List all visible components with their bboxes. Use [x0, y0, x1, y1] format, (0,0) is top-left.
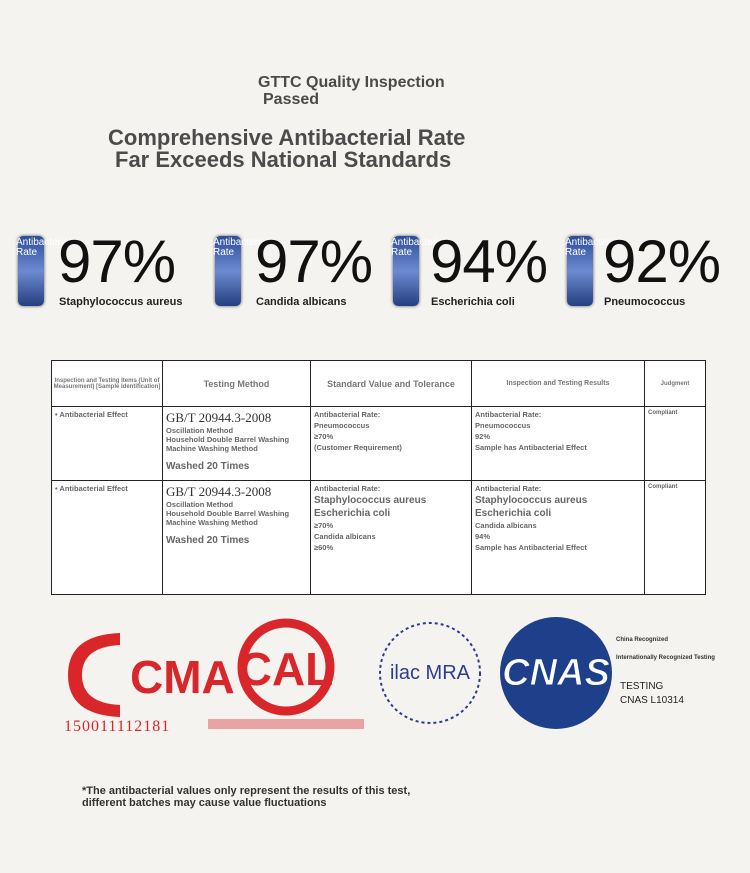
table-row: • Antibacterial Effect GB/T 20944.3-2008 O… — [51, 480, 706, 595]
judgment-cell: Compliant — [644, 480, 706, 595]
cnas-text: CNAS — [502, 652, 610, 694]
standard-cell: Antibacterial Rate: Pneumococcus ≥70% (Cust… — [310, 406, 472, 481]
table-header-cell: Testing Method — [162, 360, 311, 407]
standard-line: Candida albicans — [314, 532, 376, 541]
result-line: 92% — [475, 432, 491, 441]
cal-text: CAL — [239, 643, 334, 695]
result-line: 94% — [475, 532, 491, 541]
table-header-cell: Inspection and Testing Results — [471, 360, 645, 407]
cnas-note: China Recognized — [616, 637, 668, 643]
header: GTTC Quality Inspection Passed — [258, 74, 445, 108]
stat-percent: 94% — [430, 228, 548, 295]
cnas-logo: CNAS China Recognized Internationally Re… — [500, 617, 715, 729]
method-cell: GB/T 20944.3-2008 Oscillation Method House… — [162, 480, 311, 595]
result-line: Pneumococcus — [475, 421, 531, 430]
method-detail: Oscillation Method — [166, 500, 234, 509]
item-cell: • Antibacterial Effect — [51, 480, 163, 595]
result-line: Antibacterial Rate: — [475, 484, 542, 493]
standard-line: ≥70% — [314, 521, 334, 530]
table-header: Inspection and Testing Items (Unit of Me… — [51, 360, 706, 407]
stat-label: Escherichia coli — [431, 296, 515, 308]
method-washing: Household Double Barrel Washing Machine … — [166, 435, 290, 453]
stat-tag: Antibacterial Rate — [213, 237, 269, 258]
stat-tag: Antibacterial Rate — [391, 237, 447, 258]
standard-cell: Antibacterial Rate: Staphylococcus aureus… — [310, 480, 472, 595]
stat-tag: Antibacterial Rate — [565, 237, 621, 258]
header-title: GTTC Quality Inspection — [258, 74, 445, 91]
vial-icon — [567, 236, 593, 306]
standard-line: Antibacterial Rate: — [314, 410, 381, 419]
judgment-cell: Compliant — [644, 406, 706, 481]
stat-percent: 97% — [255, 228, 373, 295]
stat-label: Staphylococcus aureus — [59, 296, 183, 308]
result-cell: Antibacterial Rate: Staphylococcus aureus… — [471, 480, 645, 595]
stat-percent: 92% — [603, 228, 721, 295]
headline: Comprehensive Antibacterial Rate Far Exc… — [108, 127, 465, 171]
cnas-note: Internationally Recognized Testing — [616, 655, 715, 661]
standard-line: Pneumococcus — [314, 421, 370, 430]
cma-number: 150011112181 — [64, 718, 170, 735]
method-standard: GB/T 20944.3-2008 — [166, 410, 272, 425]
ilac-logo: ilac MRA — [379, 622, 481, 724]
result-line: Staphylococcus aureus — [475, 495, 588, 506]
method-times: Washed 20 Times — [166, 461, 250, 472]
standard-line: (Customer Requirement) — [314, 443, 402, 452]
method-detail: Oscillation Method — [166, 426, 234, 435]
cma-text: CMA — [130, 651, 235, 703]
cma-logo: CMA 150011112181 — [64, 633, 235, 735]
method-times: Washed 20 Times — [166, 535, 250, 546]
ilac-text: ilac MRA — [390, 662, 471, 684]
standard-line: ≥60% — [314, 543, 334, 552]
footnote: *The antibacterial values only represent… — [82, 785, 411, 809]
test-table: Inspection and Testing Items (Unit of Me… — [51, 360, 706, 595]
vial-icon — [215, 236, 241, 306]
standard-line: Escherichia coli — [314, 508, 391, 519]
cnas-code: CNAS L10314 — [620, 695, 684, 706]
table-header-cell: Inspection and Testing Items (Unit of Me… — [51, 360, 163, 407]
headline-line: Comprehensive Antibacterial Rate — [108, 125, 466, 150]
result-cell: Antibacterial Rate: Pneumococcus 92% Sample… — [471, 406, 645, 481]
table-row: • Antibacterial Effect GB/T 20944.3-2008 O… — [51, 406, 706, 481]
table-header-cell: Judgment — [644, 360, 706, 407]
result-line: Candida albicans — [475, 521, 537, 530]
standard-line: Staphylococcus aureus — [314, 495, 427, 506]
header-title: Passed — [263, 91, 320, 108]
standard-line: ≥70% — [314, 432, 334, 441]
headline-line: Far Exceeds National Standards — [115, 147, 452, 172]
vial-icon — [18, 236, 44, 306]
stat-percent: 97% — [58, 228, 176, 295]
table-header-cell: Standard Value and Tolerance — [310, 360, 472, 407]
cnas-testing: TESTING — [620, 681, 664, 692]
result-line: Sample has Antibacterial Effect — [475, 543, 587, 552]
cal-logo: CAL — [208, 618, 364, 729]
logos: CMA 150011112181 CAL ilac MRA CNAS China… — [64, 617, 715, 735]
method-cell: GB/T 20944.3-2008 Oscillation Method House… — [162, 406, 311, 481]
vial-icon — [393, 236, 419, 306]
stat-label: Pneumococcus — [604, 296, 686, 308]
stat-tag: Antibacterial Rate — [16, 237, 72, 258]
method-washing: Household Double Barrel Washing Machine … — [166, 509, 290, 527]
result-line: Antibacterial Rate: — [475, 410, 542, 419]
result-line: Sample has Antibacterial Effect — [475, 443, 587, 452]
method-standard: GB/T 20944.3-2008 — [166, 484, 272, 499]
standard-line: Antibacterial Rate: — [314, 484, 381, 493]
stat-label: Candida albicans — [256, 296, 347, 308]
result-line: Escherichia coli — [475, 508, 552, 519]
item-cell: • Antibacterial Effect — [51, 406, 163, 481]
